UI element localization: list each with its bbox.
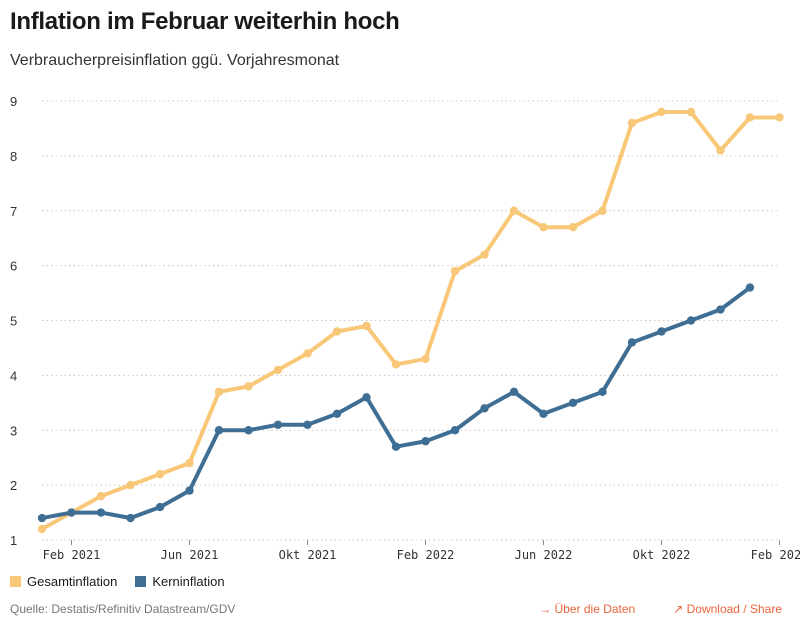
- download-share-link[interactable]: ↗ Download / Share: [673, 602, 782, 616]
- data-point-kerninflation: [627, 338, 637, 347]
- x-tick-label: Okt 2021: [279, 548, 337, 562]
- data-point-kerninflation: [598, 387, 607, 397]
- data-point-gesamtinflation: [539, 223, 548, 232]
- data-point-gesamtinflation: [745, 113, 755, 122]
- data-point-kerninflation: [686, 316, 696, 325]
- footer-links: → Über die Daten ↗ Download / Share: [539, 602, 782, 616]
- data-point-kerninflation: [273, 420, 283, 429]
- data-point-gesamtinflation: [244, 382, 253, 391]
- data-point-kerninflation: [362, 393, 371, 402]
- y-tick-label: 7: [10, 204, 17, 219]
- y-tick-label: 9: [10, 94, 17, 109]
- y-tick-label: 1: [10, 533, 17, 548]
- data-point-kerninflation: [155, 502, 165, 512]
- x-tick-label: Feb 2022: [397, 548, 455, 562]
- data-point-kerninflation: [303, 420, 312, 429]
- data-point-gesamtinflation: [686, 107, 696, 117]
- y-tick-label: 6: [10, 259, 17, 274]
- data-point-gesamtinflation: [362, 321, 371, 331]
- series-line-kerninflation: [40, 285, 752, 521]
- x-tick-label: Okt 2022: [633, 548, 691, 562]
- data-point-gesamtinflation: [37, 524, 47, 534]
- chart-subtitle: Verbraucherpreisinflation ggü. Vorjahres…: [10, 52, 340, 69]
- source-text: Quelle: Destatis/Refinitiv Datastream/GD…: [10, 602, 236, 616]
- data-point-kerninflation: [421, 437, 430, 446]
- data-point-gesamtinflation: [332, 327, 342, 336]
- data-point-gesamtinflation: [627, 118, 637, 128]
- series-line-gesamtinflation: [40, 109, 782, 532]
- legend-label-gesamtinflation: Gesamtinflation: [27, 574, 118, 589]
- data-point-gesamtinflation: [96, 491, 106, 501]
- data-point-kerninflation: [716, 305, 725, 314]
- data-point-kerninflation: [480, 404, 489, 413]
- data-point-gesamtinflation: [598, 206, 607, 215]
- data-point-gesamtinflation: [568, 223, 578, 232]
- x-tick-label: Feb 2021: [43, 548, 101, 562]
- data-point-gesamtinflation: [273, 365, 283, 375]
- x-tick-label: Jun 2022: [515, 548, 573, 562]
- data-point-gesamtinflation: [126, 480, 135, 490]
- data-point-kerninflation: [185, 486, 194, 495]
- legend-swatch-kerninflation: [135, 576, 147, 587]
- data-point-gesamtinflation: [509, 206, 519, 215]
- y-tick-label: 3: [10, 423, 17, 438]
- data-point-kerninflation: [96, 508, 106, 517]
- y-tick-label: 4: [10, 368, 17, 383]
- data-point-kerninflation: [391, 442, 401, 451]
- footer: Quelle: Destatis/Refinitiv Datastream/GD…: [10, 602, 782, 616]
- chart-title: Inflation im Februar weiterhin hoch: [10, 8, 400, 35]
- data-point-kerninflation: [745, 283, 755, 292]
- legend-item-gesamtinflation[interactable]: Gesamtinflation: [10, 574, 117, 589]
- y-tick-label: 2: [10, 478, 17, 493]
- legend-item-kerninflation[interactable]: Kerninflation: [135, 574, 225, 589]
- data-point-kerninflation: [509, 387, 519, 397]
- data-point-gesamtinflation: [421, 354, 430, 364]
- data-point-gesamtinflation: [185, 458, 194, 468]
- data-point-kerninflation: [244, 426, 253, 435]
- data-point-kerninflation: [214, 426, 224, 435]
- data-point-gesamtinflation: [391, 360, 401, 369]
- data-point-kerninflation: [37, 513, 47, 523]
- legend-label-kerninflation: Kerninflation: [152, 574, 225, 589]
- data-point-gesamtinflation: [214, 387, 224, 397]
- x-tick-label: Jun 2021: [161, 548, 219, 562]
- data-point-kerninflation: [332, 409, 342, 418]
- y-tick-label: 8: [10, 149, 17, 164]
- x-tick-label: Feb 2023: [751, 548, 800, 562]
- data-point-gesamtinflation: [155, 469, 165, 479]
- data-point-kerninflation: [657, 327, 666, 336]
- about-data-link[interactable]: → Über die Daten: [539, 602, 636, 616]
- data-point-gesamtinflation: [716, 146, 725, 155]
- data-point-gesamtinflation: [303, 349, 312, 358]
- y-tick-label: 5: [10, 314, 17, 329]
- data-point-gesamtinflation: [480, 250, 489, 259]
- data-point-gesamtinflation: [450, 266, 460, 276]
- data-point-kerninflation: [450, 426, 460, 435]
- legend: Gesamtinflation Kerninflation: [10, 574, 225, 589]
- data-point-gesamtinflation: [775, 113, 784, 122]
- data-point-kerninflation: [126, 513, 135, 523]
- data-point-kerninflation: [568, 398, 578, 408]
- legend-swatch-gesamtinflation: [10, 576, 21, 587]
- data-point-gesamtinflation: [657, 107, 666, 117]
- data-point-kerninflation: [67, 508, 76, 517]
- data-point-kerninflation: [539, 409, 548, 418]
